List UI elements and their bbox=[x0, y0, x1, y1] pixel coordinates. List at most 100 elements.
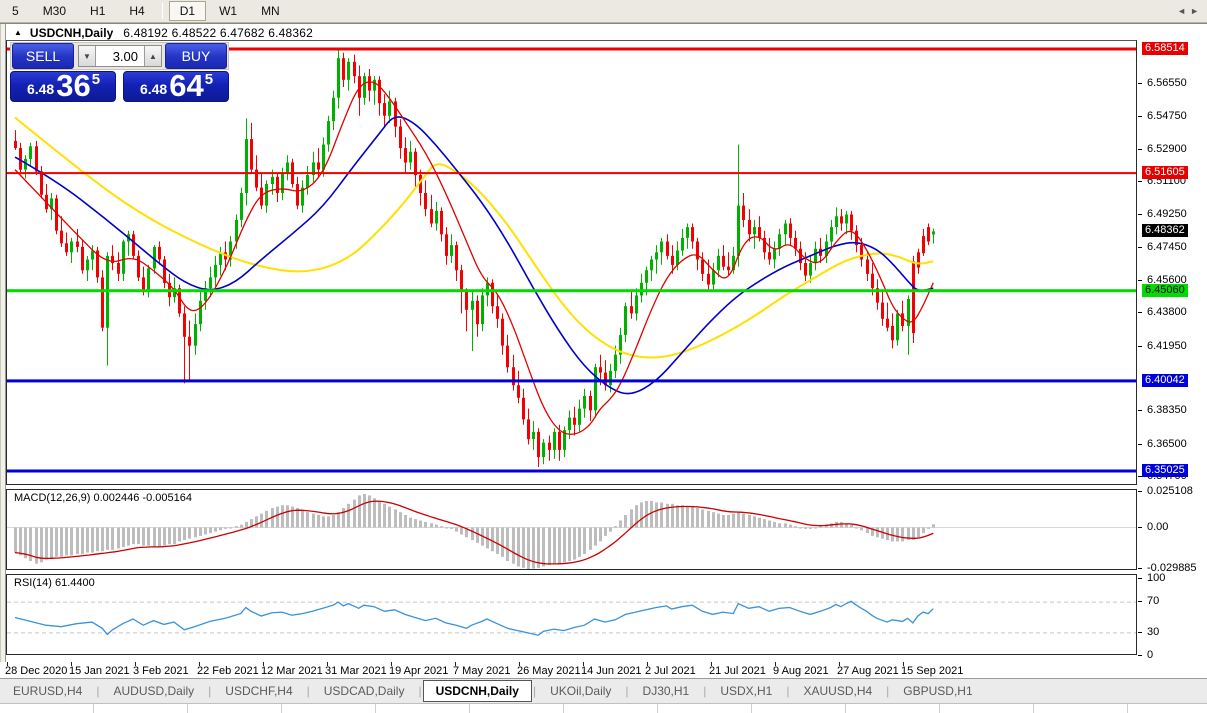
sell-button[interactable]: SELL bbox=[12, 43, 74, 69]
tab-usdx[interactable]: USDX,H1 bbox=[720, 684, 773, 698]
tab-usdchf[interactable]: USDCHF,H4 bbox=[225, 684, 293, 698]
date-axis-tick-mark bbox=[583, 662, 584, 666]
rsi-axis-tick: 0 bbox=[1147, 649, 1154, 661]
tab-separator: | bbox=[532, 684, 537, 698]
tab-audusd[interactable]: AUDUSD,Daily bbox=[113, 684, 195, 698]
date-axis-tick-mark bbox=[839, 662, 840, 666]
buy-button[interactable]: BUY bbox=[165, 43, 227, 69]
tab-separator: | bbox=[786, 684, 790, 698]
current-price-label: 6.48362 bbox=[1142, 224, 1188, 237]
price-axis-tick-mark bbox=[1138, 312, 1142, 313]
buy-price-sup: 5 bbox=[204, 71, 214, 88]
price-axis-tick-mark bbox=[1138, 410, 1142, 411]
tab-scroll-left-icon[interactable]: ◄ bbox=[1177, 6, 1191, 16]
tab-separator: | bbox=[306, 684, 310, 698]
volume-input[interactable]: 3.00 bbox=[96, 46, 144, 66]
tab-separator: | bbox=[418, 684, 422, 698]
horizontal-level-line[interactable] bbox=[7, 47, 1137, 51]
collapse-icon[interactable]: ▲ bbox=[14, 28, 22, 37]
price-level-label: 6.45060 bbox=[1142, 284, 1188, 297]
price-axis-tick: 6.43800 bbox=[1147, 306, 1187, 318]
tab-usdcad[interactable]: USDCAD,Daily bbox=[323, 684, 405, 698]
toolbar-item-5[interactable]: 5 bbox=[12, 4, 19, 18]
sell-price-sup: 5 bbox=[91, 71, 101, 88]
toolbar-separator bbox=[161, 3, 163, 19]
horizontal-level-line[interactable] bbox=[7, 469, 1137, 473]
price-level-label: 6.58514 bbox=[1142, 42, 1188, 55]
price-axis-tick-mark bbox=[1138, 247, 1142, 248]
date-axis-label: 22 Feb 2021 bbox=[197, 665, 259, 677]
rsi-title: RSI(14) 61.4400 bbox=[14, 577, 95, 589]
date-axis-label: 2 Jul 2021 bbox=[645, 665, 696, 677]
macd-axis-tick-mark bbox=[1138, 491, 1142, 492]
price-axis-tick: 6.52900 bbox=[1147, 143, 1187, 155]
tab-separator: | bbox=[208, 684, 212, 698]
chart-window-left-frame bbox=[0, 24, 6, 678]
macd-title: MACD(12,26,9) 0.002446 -0.005164 bbox=[14, 492, 192, 504]
buy-price-big: 64 bbox=[169, 68, 204, 103]
volume-decrease-button[interactable]: ▼ bbox=[79, 46, 96, 66]
chart-symbol-title: USDCNH,Daily bbox=[29, 25, 114, 40]
date-axis-tick-mark bbox=[71, 662, 72, 666]
horizontal-level-line[interactable] bbox=[7, 172, 1137, 175]
price-axis-tick-mark bbox=[1138, 444, 1142, 445]
tab-ukoil[interactable]: UKOil,Daily bbox=[550, 684, 612, 698]
toolbar-item-d1[interactable]: D1 bbox=[168, 1, 207, 21]
buy-price-box[interactable]: 6.48 64 5 bbox=[123, 68, 229, 103]
chart-ohlc-quote: 6.48192 6.48522 6.47682 6.48362 bbox=[123, 25, 313, 40]
date-axis-tick-mark bbox=[135, 662, 136, 666]
price-axis-tick: 6.41950 bbox=[1147, 340, 1187, 352]
toolbar-item-w1[interactable]: W1 bbox=[219, 4, 238, 18]
price-axis-tick-mark bbox=[1138, 181, 1142, 182]
price-axis-tick: 6.38350 bbox=[1147, 404, 1187, 416]
tab-dj30[interactable]: DJ30,H1 bbox=[642, 684, 690, 698]
toolbar-item-h1[interactable]: H1 bbox=[90, 4, 106, 18]
macd-axis-tick: 0.00 bbox=[1147, 521, 1169, 533]
horizontal-level-line[interactable] bbox=[7, 289, 1137, 293]
price-chart[interactable] bbox=[6, 40, 1137, 485]
price-axis-tick-mark bbox=[1138, 149, 1142, 150]
tab-xauusd[interactable]: XAUUSD,H4 bbox=[803, 684, 873, 698]
date-axis-tick-mark bbox=[327, 662, 328, 666]
date-axis-tick-mark bbox=[199, 662, 200, 666]
tab-gbpusd[interactable]: GBPUSD,H1 bbox=[903, 684, 973, 698]
date-axis-tick-mark bbox=[391, 662, 392, 666]
chevron-down-icon: ▼ bbox=[83, 51, 91, 61]
rsi-panel[interactable] bbox=[6, 574, 1137, 655]
price-axis-tick-mark bbox=[1138, 280, 1142, 281]
tab-eurusd[interactable]: EURUSD,H4 bbox=[13, 684, 83, 698]
sell-price-box[interactable]: 6.48 36 5 bbox=[10, 70, 116, 102]
price-axis[interactable]: 6.56550 6.54750 6.52900 6.51100 6.49250 6.474… bbox=[1138, 40, 1207, 662]
one-click-trade-panel: SELL ▼ 3.00 ▲ BUY 6.48 36 5 6.48 64 5 bbox=[10, 42, 229, 102]
date-axis-tick-mark bbox=[263, 662, 264, 666]
price-level-label: 6.35025 bbox=[1142, 464, 1188, 477]
price-level-label: 6.40042 bbox=[1142, 374, 1188, 387]
price-axis-tick: 6.36500 bbox=[1147, 438, 1187, 450]
rsi-axis-tick-mark bbox=[1138, 601, 1142, 602]
price-axis-tick-mark bbox=[1138, 214, 1142, 215]
rsi-axis-tick-mark bbox=[1138, 632, 1142, 633]
horizontal-level-line[interactable] bbox=[7, 379, 1137, 383]
toolbar-item-m30[interactable]: M30 bbox=[42, 4, 67, 18]
macd-axis-tick: -0.029885 bbox=[1147, 562, 1197, 574]
tab-scroll-right-icon[interactable]: ► bbox=[1190, 6, 1203, 16]
date-axis-label: 15 Sep 2021 bbox=[901, 665, 964, 677]
price-axis-tick-mark bbox=[1138, 476, 1142, 477]
date-axis-label: 27 Aug 2021 bbox=[837, 665, 899, 677]
status-strip bbox=[0, 703, 1207, 713]
ma-mid-blue bbox=[14, 116, 934, 395]
rsi-axis-tick-mark bbox=[1138, 655, 1142, 656]
chart-tab-bar: EURUSD,H4 | AUDUSD,Daily | USDCHF,H4 | USDCAD,… bbox=[0, 678, 1207, 703]
sell-price-int: 6.48 bbox=[26, 81, 55, 97]
ma-slow-yellow bbox=[14, 116, 934, 359]
rsi-axis-tick-mark bbox=[1138, 578, 1142, 579]
tab-separator: | bbox=[703, 684, 707, 698]
macd-axis-tick-mark bbox=[1138, 527, 1142, 528]
toolbar-item-h4[interactable]: H4 bbox=[129, 4, 145, 18]
macd-panel[interactable] bbox=[6, 489, 1137, 570]
tab-usdcnh[interactable]: USDCNH,Daily bbox=[422, 680, 532, 702]
toolbar-item-mn[interactable]: MN bbox=[261, 4, 280, 18]
date-axis[interactable]: 28 Dec 2020 15 Jan 2021 3 Feb 2021 22 Feb 2… bbox=[0, 662, 1207, 678]
chart-title-bar: ▲ USDCNH,Daily 6.48192 6.48522 6.47682 6… bbox=[6, 25, 1207, 40]
volume-increase-button[interactable]: ▲ bbox=[144, 46, 161, 66]
